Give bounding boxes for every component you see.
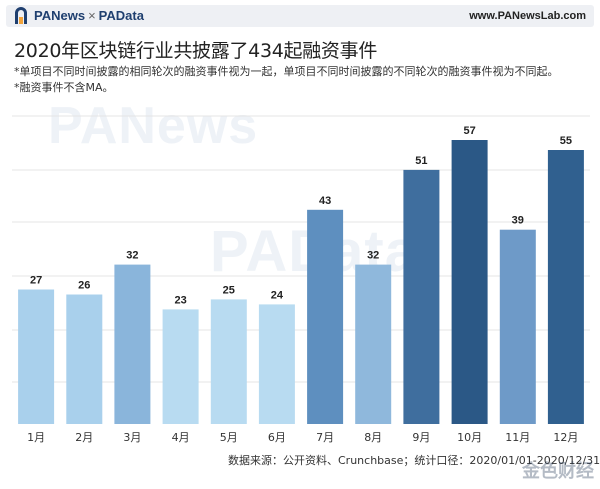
bar-2月 bbox=[66, 294, 103, 424]
x-tick-label: 4月 bbox=[172, 431, 190, 444]
data-label-7月: 43 bbox=[319, 195, 331, 207]
data-label-3月: 32 bbox=[126, 250, 138, 262]
data-label-9月: 51 bbox=[415, 155, 427, 167]
data-label-8月: 32 bbox=[367, 250, 379, 262]
chart-title: 2020年区块链行业共披露了434起融资事件 bbox=[14, 40, 378, 62]
data-label-12月: 55 bbox=[560, 135, 572, 147]
bar-9月 bbox=[403, 169, 440, 424]
x-tick-label: 2月 bbox=[75, 431, 93, 444]
footnote-2: *融资事件不含MA。 bbox=[14, 81, 114, 94]
data-label-4月: 23 bbox=[174, 294, 186, 306]
watermark-panews: PANews bbox=[48, 97, 259, 155]
site-url[interactable]: www.PANewsLab.com bbox=[469, 10, 586, 22]
header-bar: PANews × PAData www.PANewsLab.com bbox=[6, 5, 594, 27]
data-source: 数据来源：公开资料、Crunchbase；统计口径：2020/01/01-202… bbox=[228, 454, 600, 467]
x-tick-label: 1月 bbox=[27, 431, 45, 444]
brand-padata: PAData bbox=[98, 8, 144, 23]
x-tick-label: 9月 bbox=[412, 431, 430, 444]
panews-logo-icon bbox=[15, 7, 27, 24]
x-tick-label: 5月 bbox=[220, 431, 238, 444]
bar-11月 bbox=[499, 229, 536, 424]
bar-5月 bbox=[210, 299, 247, 424]
x-tick-label: 7月 bbox=[316, 431, 334, 444]
data-label-10月: 57 bbox=[463, 125, 475, 137]
bar-10月 bbox=[451, 140, 488, 424]
x-tick-label: 8月 bbox=[364, 431, 382, 444]
bar-6月 bbox=[258, 304, 295, 424]
data-label-6月: 24 bbox=[271, 289, 284, 301]
brand-panews: PANews bbox=[34, 8, 86, 23]
brand-title: PANews × PAData bbox=[34, 7, 144, 25]
bar-3月 bbox=[114, 264, 151, 424]
footnote-1: *单项目不同时间披露的相同轮次的融资事件视为一起，单项目不同时间披露的不同轮次的… bbox=[14, 65, 559, 78]
bar-1月 bbox=[18, 289, 55, 424]
bar-7月 bbox=[307, 209, 344, 424]
x-tick-label: 11月 bbox=[505, 431, 530, 444]
bar-12月 bbox=[547, 150, 584, 424]
data-label-11月: 39 bbox=[512, 215, 524, 227]
data-label-2月: 26 bbox=[78, 280, 90, 292]
x-tick-label: 3月 bbox=[123, 431, 141, 444]
bar-4月 bbox=[162, 309, 199, 424]
x-tick-label: 10月 bbox=[457, 431, 482, 444]
x-tick-label: 12月 bbox=[553, 431, 578, 444]
corner-watermark-logo: 金色财经 bbox=[522, 461, 594, 482]
data-label-1月: 27 bbox=[30, 275, 42, 287]
data-label-5月: 25 bbox=[223, 284, 235, 296]
bar-8月 bbox=[355, 264, 392, 424]
x-tick-label: 6月 bbox=[268, 431, 286, 444]
brand-separator: × bbox=[88, 8, 96, 23]
